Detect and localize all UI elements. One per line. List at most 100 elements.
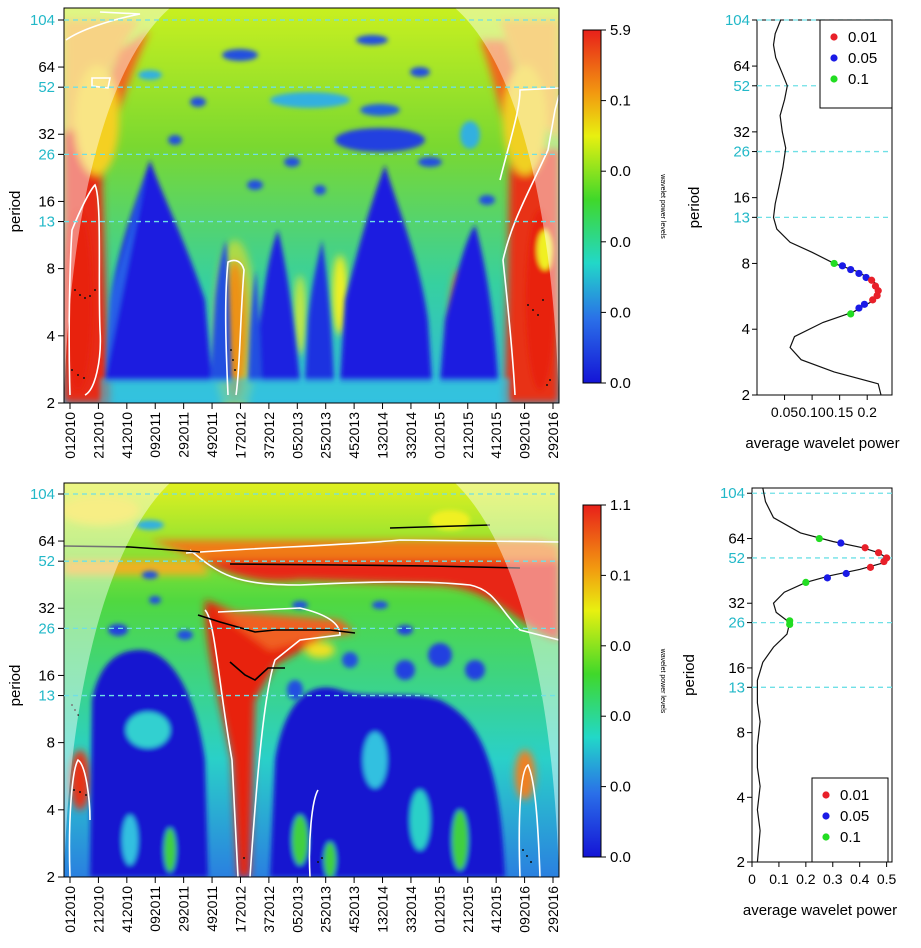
bottom-average-ytick-label: 8 [737,725,745,742]
bottom-spectrum-xtick-label: 292011 [176,886,192,932]
top-spectrum-xtick-label: 252013 [318,412,334,459]
bottom-average-sig-point [861,544,869,552]
bottom-average-sig-point [842,569,850,578]
bottom-average-legend-label: 0.05 [840,808,869,825]
top-spectrum-colorbar-label: 0.0 [610,304,631,321]
top-spectrum-xtick-label: 492011 [204,412,220,458]
top-spectrum-xtick-label: 132014 [375,412,391,459]
bottom-spectrum-colorbar-label: 0.0 [610,849,631,866]
top-spectrum-ytick-label: 32 [38,126,55,143]
top-spectrum-xtick-label: 012015 [431,412,447,459]
top-spectrum-xtick-label: 092011 [147,412,163,458]
top-spectrum-xtick-label: 052013 [289,412,305,459]
bottom-average-sig-point [874,549,883,557]
bottom-average-legend-label: 0.1 [840,829,861,846]
bottom-spectrum-xtick-label: 212015 [460,886,476,933]
top-spectrum-xtick-label: 012010 [62,412,78,459]
bottom-spectrum-colorbar-label: 0.0 [610,779,631,796]
bottom-average-ylabel: period [681,654,698,696]
bottom-spectrum-xtick-label: 452013 [346,886,362,933]
top-average-legend-label: 0.01 [848,29,877,46]
bottom-average-legend-marker [822,791,830,799]
top-spectrum-xtick-label: 452013 [346,412,362,459]
bottom-spectrum-colorbar-title: wavelet power levels [659,648,666,714]
top-average-period-label: 13 [733,209,750,226]
bottom-average-sig-point [866,563,875,571]
bottom-average-xtick-label: 0.1 [769,871,789,887]
bottom-spectrum-xtick-label: 092011 [147,886,163,932]
bottom-spectrum-colorbar-label: 0.0 [610,638,631,655]
bottom-spectrum-colorbar-label: 0.1 [610,567,631,584]
top-average-sig-point [862,273,870,282]
top-spectrum-xtick-label: 292016 [545,412,561,459]
bottom-spectrum-xtick-label: 132014 [375,886,391,933]
top-average-sig-point [869,296,877,304]
top-average-xtick-label: 0.05 [771,404,798,420]
bottom-spectrum-xtick-label: 012010 [62,886,78,933]
top-average-ytick-label: 32 [733,124,750,141]
bottom-spectrum-xtick-label: 412015 [488,886,504,933]
bottom-average-xtick-label: 0.2 [796,871,816,887]
top-spectrum-colorbar-label: 0.0 [610,375,631,392]
bottom-spectrum-period-label: 52 [38,553,55,570]
top-spectrum-xtick-label: 332014 [403,412,419,459]
bottom-spectrum-colorbar-label: 1.1 [610,497,631,514]
top-average-sig-point [847,310,855,318]
bottom-spectrum-xtick-label: 012015 [431,886,447,933]
bottom-spectrum-ytick-label: 16 [38,667,55,684]
bottom-average-xtick-label: 0.5 [877,871,897,887]
bottom-spectrum-colorbar [582,504,602,858]
bottom-spectrum-xtick-label: 372012 [261,886,277,933]
bottom-spectrum-xtick-label: 492011 [204,886,220,932]
top-spectrum-ytick-label: 16 [38,193,55,210]
top-average-legend-marker [830,33,838,41]
bottom-average-sig-point [802,578,810,587]
top-average-legend: 0.01 0.05 0.1 [819,19,893,109]
bottom-spectrum-period-label: 104 [30,486,55,503]
top-average-sig-point [838,262,847,270]
bottom-spectrum-xtick-label: 092016 [517,886,533,933]
top-spectrum-xtick-label: 212015 [460,412,476,459]
bottom-average-plot: 13 26 52 104 2 4 8 16 32 64 period 0 0.1 0.2 0.3 0.4 0.5… [681,485,897,919]
top-spectrum-period-label: 26 [38,146,55,163]
bottom-average-period-label: 13 [728,679,745,696]
top-spectrum-xtick-label: 412010 [119,412,135,459]
top-spectrum-colorbar-label: 0.0 [610,163,631,180]
bottom-spectrum-plot [63,482,560,878]
top-average-legend-label: 0.05 [848,50,877,67]
top-average-period-label: 26 [733,144,750,161]
bottom-spectrum-xtick-label: 052013 [289,886,305,933]
bottom-spectrum-ytick-label: 8 [47,735,55,752]
top-average-xtick-label: 0.15 [826,404,853,420]
top-average-ytick-label: 8 [742,255,750,272]
top-average-xtick-label: 0.10 [798,404,825,420]
bottom-spectrum-xtick-label: 172012 [232,886,248,933]
top-spectrum-ytick-label: 8 [47,261,55,278]
bottom-average-ytick-label: 16 [728,660,745,677]
top-average-sig-point [847,265,855,274]
bottom-average-period-label: 52 [728,550,745,567]
top-average-period-label: 104 [725,12,750,29]
top-average-legend-marker [830,75,838,83]
top-spectrum-xtick-label: 172012 [232,412,248,459]
bottom-average-sig-point [815,534,823,543]
top-average-ytick-label: 4 [742,321,750,338]
bottom-average-legend-marker [822,833,830,841]
top-spectrum-ytick-label: 4 [47,328,55,345]
bottom-spectrum-xtick-label: 212010 [90,886,106,933]
top-average-ytick-label: 16 [733,190,750,207]
top-spectrum-ytick-label: 2 [47,395,55,412]
top-spectrum-ytick-label: 64 [38,59,55,76]
bottom-average-xtick-label: 0 [748,871,756,887]
top-heatmap [64,8,559,403]
top-spectrum-colorbar-label: 5.9 [610,22,631,39]
bottom-average-period-label: 26 [728,615,745,632]
top-average-xlabel: average wavelet power [745,435,899,452]
bottom-average-power-line [756,487,888,863]
bottom-spectrum-xtick-label: 412010 [119,886,135,933]
bottom-spectrum-ytick-label: 2 [47,869,55,886]
top-average-sig-point [855,304,863,312]
top-average-legend-marker [830,54,838,62]
